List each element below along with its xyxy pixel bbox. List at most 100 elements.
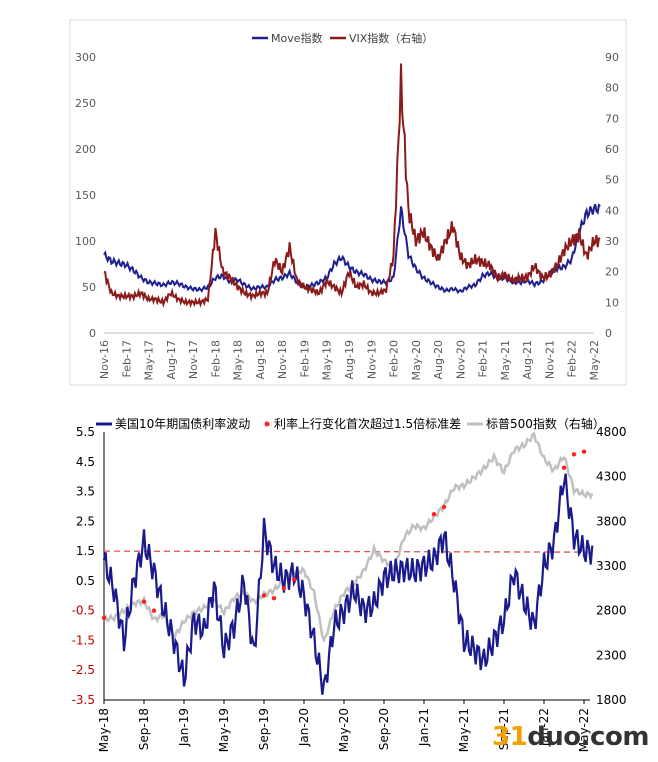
chart1-ytick-right: 70 [605,112,619,125]
chart2-treasury-line [102,473,594,695]
chart2-ytick-left: -1.5 [72,633,95,647]
chart1-xtick: May-21 [499,340,512,381]
chart2-legend: 美国10年期国债利率波动 利率上行变化首次超过1.5倍标准差 标普500指数（右… [96,416,605,431]
watermark-rest: duo.com [527,722,649,752]
chart1-ytick-right: 80 [605,82,619,95]
chart1-ytick-right: 20 [605,266,619,279]
chart2-marker-point [561,465,567,470]
chart2-marker-point [431,512,437,517]
chart2-marker-point [151,608,157,613]
chart1-ytick-right: 40 [605,204,619,217]
chart1-legend-vix: VIX指数（右轴） [349,31,433,45]
chart2-marker-point [291,577,297,582]
chart2-xtick: May-20 [337,708,351,752]
chart1-ytick-left: 200 [75,143,96,156]
chart-move-vix: Move指数 VIX指数（右轴） 0 50 100 150 200 250 300 0 10 2… [69,19,627,386]
chart1-xtick: Nov-21 [543,340,556,379]
chart2-xtick: Jan-19 [177,708,191,747]
chart1-xtick: Feb-22 [566,340,579,377]
chart2-ytick-right: 3800 [596,514,627,528]
chart1-ytick-right: 60 [605,143,619,156]
chart1-vix-line [103,63,601,309]
chart1-xtick: Nov-18 [276,340,289,379]
chart1-xtick: Feb-20 [388,340,401,377]
chart2-xtick: Sep-18 [137,708,151,750]
chart2-marker-point [281,586,287,591]
chart1-ytick-right: 50 [605,174,619,187]
chart1-xtick: May-18 [232,340,245,381]
chart2-ytick-right: 4800 [596,425,627,439]
chart1-xtick: Aug-18 [254,340,267,379]
chart1-ytick-right: 0 [605,327,612,340]
chart2-legend-sp500: 标普500指数（右轴） [486,416,605,431]
chart2-ytick-left: 1.5 [76,544,95,558]
chart1-y-right-ticks: 0 10 20 30 40 50 60 70 80 90 [605,51,619,340]
chart2-ytick-right: 2800 [596,604,627,618]
chart1-xtick: May-19 [321,340,334,381]
chart1-ytick-left: 150 [75,189,96,202]
chart1-series [103,63,601,309]
chart1-legend: Move指数 VIX指数（右轴） [252,31,433,45]
chart1-ytick-left: 0 [89,327,96,340]
chart2-xtick: Sep-21 [497,708,511,750]
chart1-xtick: Feb-21 [477,340,490,377]
chart1-ytick-left: 300 [75,51,96,64]
chart1-xtick: Feb-19 [298,340,311,377]
chart1-xtick: Feb-17 [120,340,133,377]
chart2-ytick-left: -2.5 [72,663,95,677]
chart2-ytick-left: -3.5 [72,693,95,707]
chart1-xtick: Nov-19 [365,340,378,379]
chart2-ytick-left: 2.5 [76,514,95,528]
chart2-xtick: May-21 [457,708,471,752]
chart1-ytick-right: 30 [605,235,619,248]
chart2-xtick: Jan-21 [417,708,431,747]
chart1-xtick: May-17 [143,340,156,381]
chart2-ytick-left: -0.5 [72,604,95,618]
chart2-marker-point [441,504,447,510]
chart1-xtick: Aug-21 [521,340,534,379]
chart2-marker-point [141,599,147,604]
chart1-xtick: May-20 [410,340,423,381]
chart1-ytick-left: 50 [82,281,96,294]
chart2-xtick: Jan-20 [297,708,311,747]
chart2-ytick-left: 0.5 [76,574,95,588]
chart1-xtick: May-22 [588,340,601,381]
chart1-xtick: Nov-20 [454,340,467,379]
chart1-xtick: Aug-17 [165,340,178,379]
chart2-x-ticks: May-18 Sep-18 Jan-19 May-19 Sep-19 Jan-20 May-… [97,700,591,752]
chart2-marker-point [101,615,107,620]
chart2-sp500-line [102,431,594,644]
chart2-ytick-right: 3300 [596,559,627,573]
chart1-ytick-left: 250 [75,97,96,110]
chart2-legend-swatch-marker [264,421,270,427]
chart1-ytick-left: 100 [75,235,96,248]
chart1-frame [69,19,627,386]
chart1-xtick: Nov-17 [187,340,200,379]
chart1-x-ticks: Nov-16 Feb-17 May-17 Aug-17 Nov-17 Feb-18 May-… [98,340,601,381]
watermark-prefix: 31 [492,722,528,752]
chart2-threshold-line [103,550,589,553]
chart2-marker-point [261,593,267,598]
chart2-ytick-left: 3.5 [76,485,95,499]
chart2-ytick-left: 4.5 [76,455,95,469]
chart2-xtick: Sep-19 [257,708,271,750]
chart2-xtick: May-22 [577,708,591,752]
chart2-marker-point [571,452,577,457]
chart2-y-right-ticks: 4800 4300 3800 3300 2800 2300 1800 [596,425,627,707]
chart2-legend-marker: 利率上行变化首次超过1.5倍标准差 [274,416,461,431]
chart2-xtick: Jan-22 [537,708,551,747]
chart2-marker-point [271,596,277,601]
chart2-legend-treasury: 美国10年期国债利率波动 [115,416,250,431]
chart2-xtick: May-18 [97,708,111,752]
chart2-ytick-right: 1800 [596,693,627,707]
chart2-series [101,431,594,695]
chart2-marker-point [581,449,587,454]
chart2-y-left-ticks: 5.5 4.5 3.5 2.5 1.5 0.5 -0.5 -1.5 -2.5 -3.5 [72,425,95,707]
chart1-y-left-ticks: 0 50 100 150 200 250 300 [75,51,96,340]
chart2-xtick: May-19 [217,708,231,752]
chart1-ytick-right: 10 [605,296,619,309]
chart2-ytick-left: 5.5 [76,425,95,439]
chart1-xtick: Aug-20 [432,340,445,379]
chart1-xtick: Aug-19 [343,340,356,379]
